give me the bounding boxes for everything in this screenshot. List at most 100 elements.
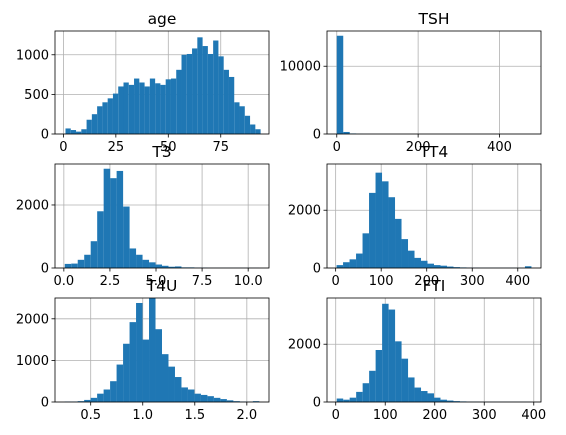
x-tick-label: 50	[160, 140, 177, 155]
axes-frame	[326, 30, 542, 135]
histogram-bar	[160, 84, 166, 134]
histogram-bar	[97, 393, 104, 402]
histogram-bar	[213, 40, 219, 134]
histogram-bar	[197, 37, 203, 134]
histogram-bar	[220, 399, 227, 402]
histogram-bar	[112, 93, 119, 134]
histogram-bar	[362, 383, 370, 402]
histogram-bar	[65, 128, 71, 134]
histogram-bar	[343, 399, 350, 402]
histogram-bar	[84, 399, 91, 402]
histogram-bar	[223, 69, 229, 134]
histogram-bar	[90, 241, 98, 268]
x-tick-label: 7.5	[192, 274, 213, 289]
x-tick-label: 200	[422, 408, 447, 423]
histogram-bar	[414, 257, 422, 268]
x-tick-label: 0	[332, 408, 340, 423]
histogram-bar	[382, 181, 389, 268]
x-tick-label: 300	[472, 408, 497, 423]
histogram-bar	[116, 364, 124, 402]
histogram-bar	[388, 309, 396, 402]
histogram-bar	[375, 172, 383, 268]
subplot-title: age	[148, 10, 177, 28]
histogram-bar	[149, 262, 156, 268]
histogram-bar	[107, 98, 113, 134]
subplot-age: 0 25 50 75 0 500 1000 age	[16, 10, 270, 155]
histogram-bar	[103, 389, 111, 402]
histogram-bar	[336, 398, 344, 402]
histogram-bar	[414, 387, 422, 402]
histogram-bar	[382, 303, 389, 402]
histogram-bar	[202, 46, 208, 134]
histogram-bar	[255, 129, 261, 134]
histogram-bar	[524, 266, 532, 268]
histogram-bar	[369, 192, 376, 268]
histogram-bar	[336, 35, 344, 134]
histogram-bar	[369, 370, 376, 402]
histogram-bar	[349, 397, 357, 402]
x-tick-label: 2.5	[100, 274, 121, 289]
histogram-bar	[408, 377, 415, 402]
histogram-bar	[336, 265, 344, 268]
histogram-bar	[181, 54, 187, 135]
y-tick-label: 0	[313, 396, 321, 411]
x-tick-label: 300	[460, 274, 485, 289]
histogram-bar	[218, 56, 224, 134]
x-tick-label: 400	[521, 408, 546, 423]
histogram-bar	[434, 265, 441, 268]
histogram-bar	[343, 262, 350, 268]
histogram-bar	[252, 401, 260, 402]
x-tick-label: 400	[487, 140, 512, 155]
x-tick-label: 25	[108, 140, 125, 155]
histogram-bar	[155, 264, 162, 268]
histogram-bar	[118, 86, 124, 134]
subplot-title: T4U	[146, 277, 178, 295]
subplot-tsh: 0 200 400 0 10000 TSH	[280, 10, 542, 155]
x-tick-label: 0	[333, 140, 341, 155]
histogram-bar	[155, 329, 162, 402]
histogram-bar	[250, 124, 256, 134]
x-tick-label: 100	[369, 274, 394, 289]
histogram-bar	[81, 129, 87, 134]
axes-frame	[54, 297, 270, 403]
y-tick-label: 500	[24, 88, 49, 103]
y-tick-label: 1000	[16, 48, 49, 63]
x-tick-label: 200	[406, 140, 431, 155]
y-tick-label: 0	[313, 262, 321, 277]
y-tick-label: 0	[41, 128, 49, 143]
histogram-bar	[228, 76, 235, 134]
x-tick-label: 100	[373, 408, 398, 423]
histogram-bar	[170, 78, 177, 134]
histogram-bar	[103, 168, 111, 268]
subplot-t4u: 0.5 1.0 1.5 2.0 0 1000 2000 T4U	[16, 277, 270, 423]
histogram-bar	[234, 102, 240, 134]
x-tick-label: 2.0	[236, 408, 257, 423]
histogram-bar	[174, 266, 182, 268]
histogram-bar	[388, 197, 396, 268]
histogram-bar	[64, 263, 72, 268]
x-tick-label: 200	[414, 274, 439, 289]
histogram-bar	[149, 298, 156, 402]
x-tick-label: 0.0	[54, 274, 75, 289]
histogram-bar	[168, 366, 175, 402]
axes-frame	[326, 297, 542, 403]
histogram-bar	[76, 131, 82, 134]
y-tick-label: 2000	[288, 204, 321, 219]
subplot-title: TT4	[419, 143, 449, 161]
x-tick-label: 5.0	[146, 274, 167, 289]
histogram-bar	[71, 263, 78, 268]
x-tick-label: 0.5	[80, 408, 101, 423]
histogram-bar	[97, 211, 104, 268]
histogram-bar	[226, 400, 234, 402]
histogram-bar	[401, 239, 409, 268]
subplot-title: FTI	[423, 277, 446, 295]
histogram-bar	[139, 82, 145, 134]
histogram-bar	[165, 79, 171, 134]
histogram-bar	[244, 115, 251, 134]
histogram-bar	[70, 130, 77, 134]
histogram-bar	[174, 377, 182, 402]
histogram-bar	[356, 391, 363, 402]
y-tick-label: 2000	[16, 312, 49, 327]
histogram-bar	[233, 401, 240, 402]
